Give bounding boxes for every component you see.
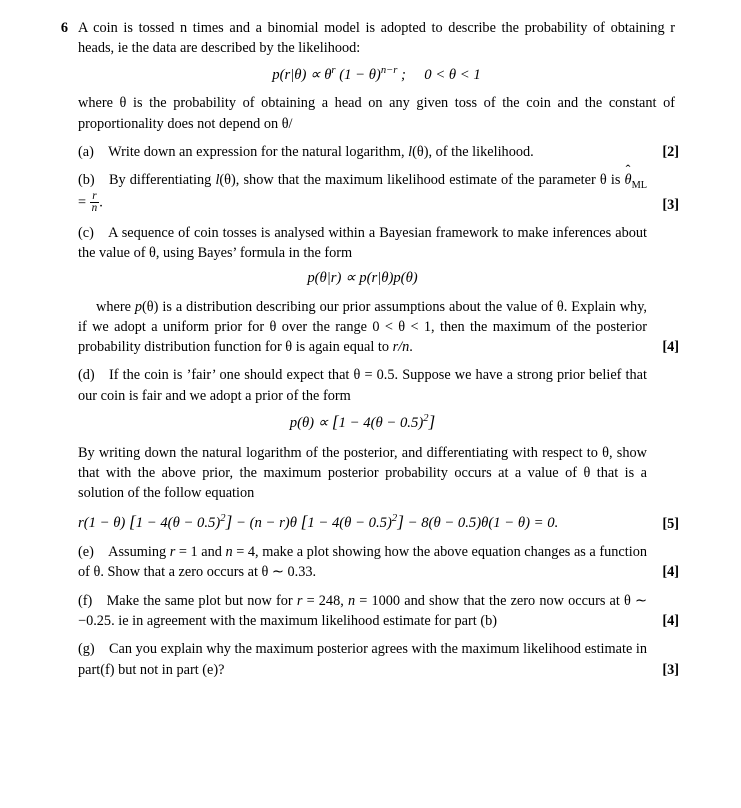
intro-paragraph-2: where θ is the probability of obtaining … [78,93,675,134]
question-number: 6 [42,18,78,38]
part-e: (e) Assuming r = 1 and n = 4, make a plo… [78,542,675,583]
intro-paragraph-1: A coin is tossed n times and a binomial … [78,18,675,59]
part-c-body-1: (c) A sequence of coin tosses is analyse… [78,223,647,264]
part-d-body-2: By writing down the natural logarithm of… [78,443,647,504]
part-f-body: (f) Make the same plot but now for r = 2… [78,591,647,632]
posterior-root-equation: r(1 − θ) [1 − 4(θ − 0.5)2] − (n − r)θ [1… [78,510,647,535]
bayes-equation: p(θ|r) ∝ p(r|θ)p(θ) [78,268,647,289]
part-b: (b) By differentiating l(θ), show that t… [78,170,675,215]
part-d: (d) If the coin is ’fair’ one should exp… [78,365,675,534]
part-c-body-2: where p(θ) is a distribution describing … [78,297,647,358]
part-g-body: (g) Can you explain why the maximum post… [78,639,647,680]
part-a-body: (a) Write down an expression for the nat… [78,142,647,162]
part-a: (a) Write down an expression for the nat… [78,142,675,162]
part-b-body: (b) By differentiating l(θ), show that t… [78,170,647,215]
part-c: (c) A sequence of coin tosses is analyse… [78,223,675,357]
likelihood-equation: p(r|θ) ∝ θr (1 − θ)n−r ; 0 < θ < 1 [78,65,675,86]
part-g-marks: [3] [662,660,679,680]
part-b-marks: [3] [662,195,679,215]
prior-equation: p(θ) ∝ [1 − 4(θ − 0.5)2] [78,410,647,435]
part-a-marks: [2] [662,142,679,162]
question-header-row: 6 A coin is tossed n times and a binomia… [72,18,675,686]
question-body: A coin is tossed n times and a binomial … [78,18,675,686]
part-c-marks: [4] [662,337,679,357]
part-d-marks: [5] [662,514,679,534]
part-g: (g) Can you explain why the maximum post… [78,639,675,680]
part-f: (f) Make the same plot but now for r = 2… [78,591,675,632]
part-d-body-1: (d) If the coin is ’fair’ one should exp… [78,365,647,406]
exam-page: 6 A coin is tossed n times and a binomia… [0,0,741,808]
part-e-body: (e) Assuming r = 1 and n = 4, make a plo… [78,542,647,583]
part-f-marks: [4] [662,611,679,631]
part-e-marks: [4] [662,562,679,582]
